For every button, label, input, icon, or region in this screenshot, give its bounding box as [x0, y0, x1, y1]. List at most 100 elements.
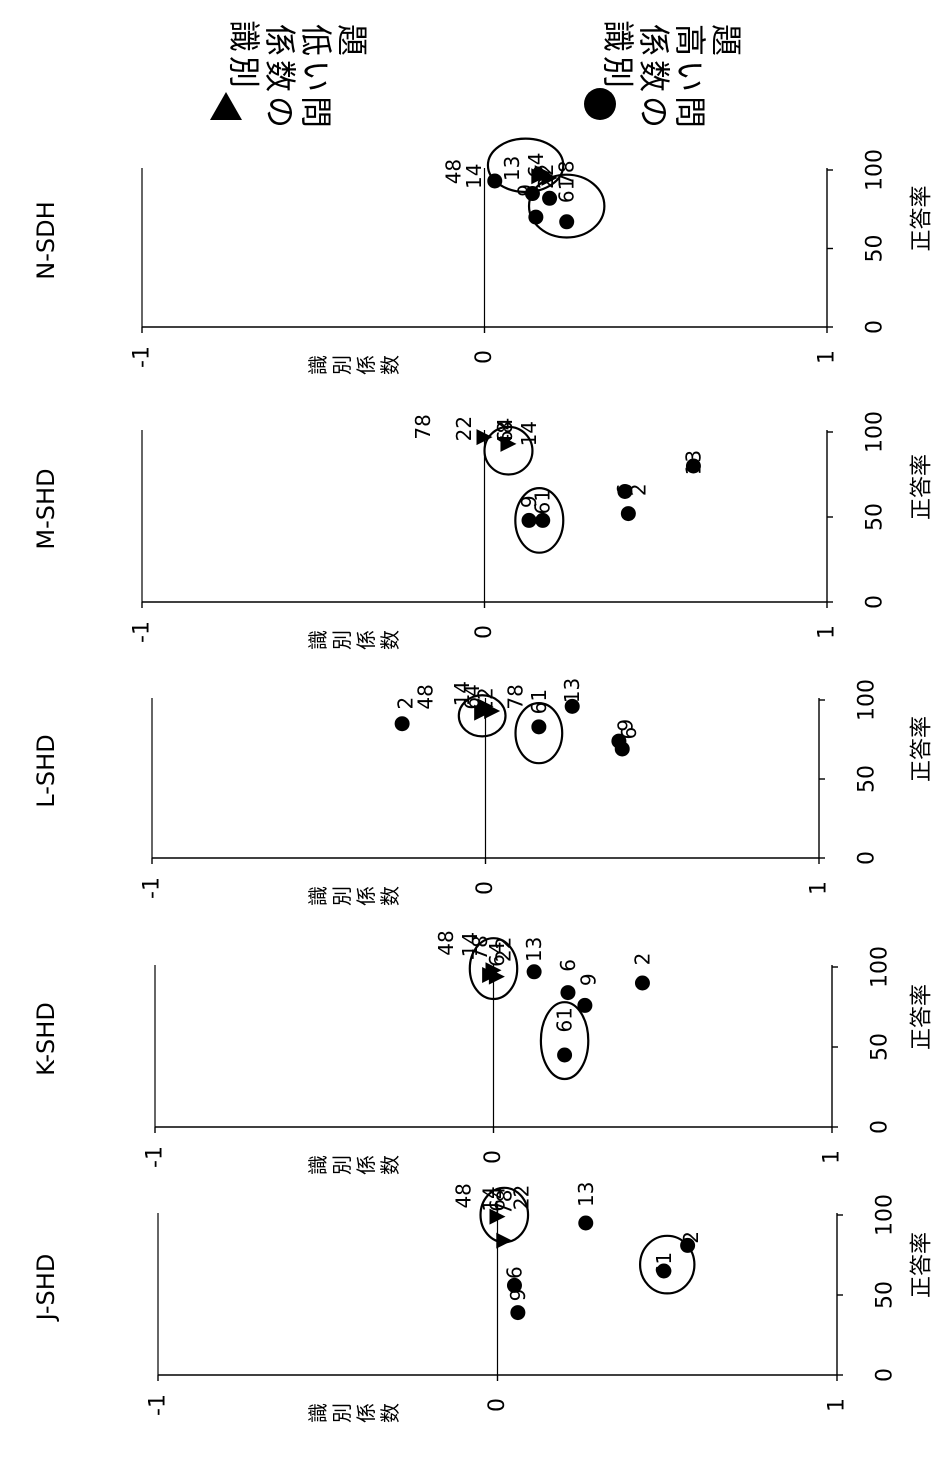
point-label: 9 — [506, 1289, 530, 1302]
x-tick-label: 50 — [868, 1033, 893, 1061]
point-label: 22 — [492, 937, 516, 962]
x-tick-label: 100 — [873, 1194, 898, 1236]
circle-point — [680, 1237, 696, 1253]
point-label: 48 — [434, 930, 458, 955]
point-label: 9 — [576, 973, 600, 986]
point-label: 22 — [474, 687, 498, 712]
x-tick-label: 100 — [863, 149, 888, 191]
point-label: 13 — [522, 937, 546, 962]
point-label: 61 — [553, 1007, 577, 1032]
circle-point — [578, 1215, 594, 1231]
point-label: 22 — [452, 416, 476, 441]
y-axis-label-char: 識 — [306, 1403, 330, 1423]
x-tick-label: 50 — [873, 1281, 898, 1309]
triangle-point — [531, 168, 548, 185]
highlight-ellipse — [638, 1234, 696, 1295]
point-label: 64 — [524, 153, 548, 178]
legend-char: の — [635, 96, 673, 128]
circle-point — [528, 209, 544, 225]
point-label: 13 — [574, 1181, 598, 1206]
circle-point — [531, 719, 547, 735]
y-axis-label-char: 別 — [330, 630, 354, 650]
legend-char: 係 — [635, 24, 673, 56]
highlight-ellipse — [527, 173, 606, 239]
point-label: 2 — [679, 1231, 703, 1244]
panel-k-shd: 0 50 100 -1 0 1 K-SHD 正答率識別係数 48 14786422 13 69 2 61 — [32, 930, 935, 1175]
point-label: 6 — [617, 727, 641, 740]
highlight-ellipse — [457, 694, 507, 738]
circle-point — [557, 1047, 573, 1063]
y-axis-label-char: 別 — [330, 886, 354, 906]
point-label: 14 — [462, 164, 486, 189]
y-axis-label-char: 数 — [378, 886, 402, 906]
x-tick-label: 50 — [855, 765, 880, 793]
y-axis-label-char: 別 — [330, 1155, 354, 1175]
point-label: 61 — [555, 178, 579, 203]
panel-n-sdh: 0 50 100 -1 0 1 N-SDH 正答率識別係数 4814 13 642278 9 61 — [32, 137, 935, 375]
legend-char: 係 — [261, 24, 299, 56]
circle-point — [614, 741, 630, 757]
x-axis-label: 正答率 — [910, 984, 935, 1050]
circle-point — [526, 964, 542, 980]
y-tick-label: 1 — [807, 881, 832, 895]
triangle-point — [484, 703, 501, 720]
point-label: 78 — [468, 935, 492, 960]
point-label: 64 — [485, 941, 509, 966]
y-tick-label: -1 — [130, 621, 155, 643]
x-tick-label: 100 — [855, 679, 880, 721]
highlight-ellipse — [539, 1001, 590, 1081]
y-tick-label: -1 — [130, 346, 155, 368]
panel-title: N-SDH — [32, 201, 60, 279]
y-tick-label: 1 — [825, 1398, 850, 1412]
triangle-point — [496, 1232, 513, 1249]
y-tick-label: -1 — [143, 1146, 168, 1168]
highlight-ellipse — [514, 487, 565, 554]
point-label: 6 — [613, 483, 637, 496]
x-axis-label: 正答率 — [910, 185, 935, 251]
point-label: 9 — [614, 719, 638, 732]
y-axis-label-char: 係 — [354, 1155, 378, 1175]
y-axis-label-char: 係 — [354, 630, 378, 650]
y-tick-label: 1 — [820, 1150, 845, 1164]
point-label: 14 — [517, 421, 541, 446]
legend-char: い — [671, 60, 709, 92]
point-label: 64 — [486, 1186, 510, 1211]
point-label: 78 — [555, 160, 579, 185]
point-label: 61 — [527, 689, 551, 714]
point-label: 48 — [442, 159, 466, 184]
legend-circle-marker — [584, 88, 616, 120]
point-label: 2 — [627, 483, 651, 496]
y-axis-label-char: 識 — [306, 886, 330, 906]
y-axis-label-char: 識 — [306, 1155, 330, 1175]
circle-point — [487, 173, 503, 189]
triangle-point — [489, 1208, 506, 1225]
y-tick-label: 0 — [472, 350, 497, 364]
x-axis-label: 正答率 — [910, 1232, 935, 1298]
legend-char: 問 — [671, 96, 709, 128]
y-axis-label-char: 識 — [306, 355, 330, 375]
circle-point — [560, 985, 576, 1001]
x-tick-label: 0 — [863, 595, 888, 609]
circle-point — [617, 484, 633, 499]
x-axis-label: 正答率 — [910, 454, 935, 520]
y-axis-label-char: 係 — [354, 355, 378, 375]
legend-char: 識 — [599, 20, 637, 52]
y-tick-label: 0 — [481, 1150, 506, 1164]
point-label: 78 — [504, 684, 528, 709]
x-tick-label: 0 — [873, 1368, 898, 1382]
circle-point — [506, 1277, 522, 1293]
circle-point — [535, 512, 551, 528]
triangle-point — [541, 169, 558, 186]
legend-char: の — [261, 96, 299, 128]
triangle-point — [476, 429, 493, 446]
y-axis-label-char: 係 — [354, 886, 378, 906]
triangle-point — [500, 435, 517, 452]
y-axis-label-char: 数 — [378, 1155, 402, 1175]
legend-char: 数 — [635, 60, 673, 92]
legend-char: 高 — [671, 24, 709, 56]
circle-point — [524, 186, 540, 202]
point-label: 22 — [509, 1185, 533, 1210]
y-tick-label: -1 — [146, 1394, 171, 1416]
panel-title: L-SHD — [32, 734, 60, 807]
legend-char: 低 — [297, 24, 335, 56]
